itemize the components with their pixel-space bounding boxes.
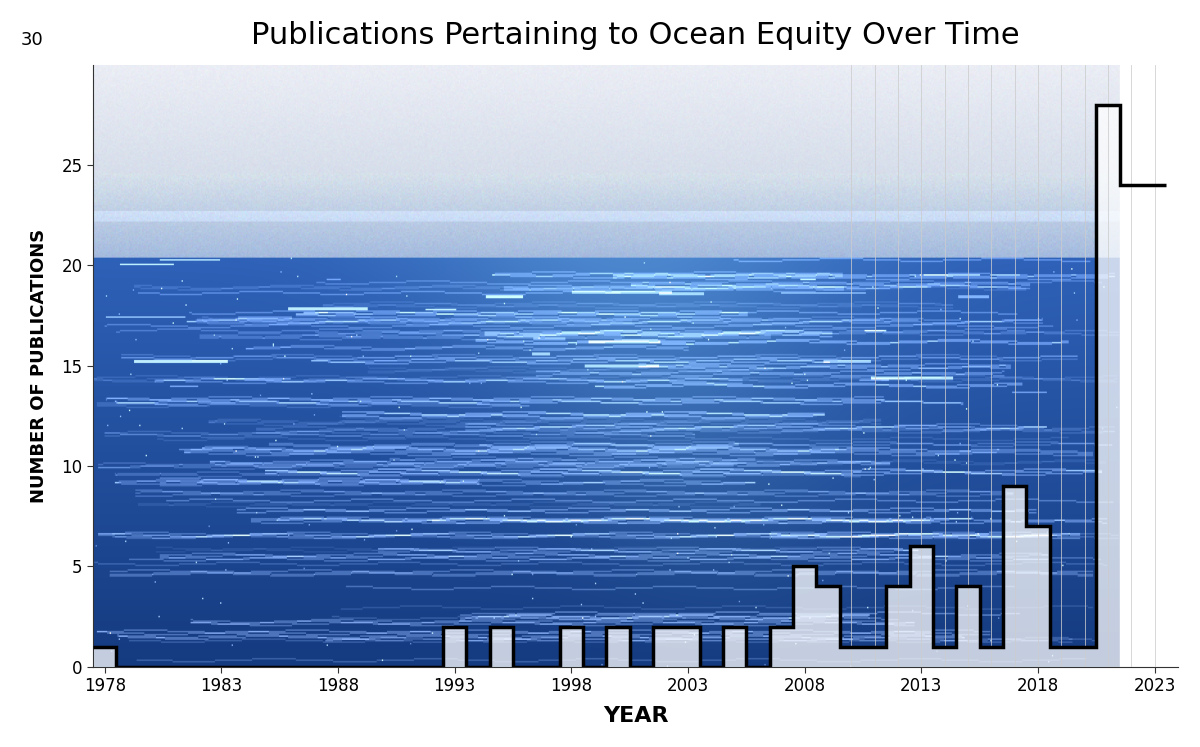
Y-axis label: NUMBER OF PUBLICATIONS: NUMBER OF PUBLICATIONS — [30, 229, 48, 503]
Title: Publications Pertaining to Ocean Equity Over Time: Publications Pertaining to Ocean Equity … — [251, 21, 1020, 50]
X-axis label: YEAR: YEAR — [602, 706, 668, 726]
Polygon shape — [94, 105, 1166, 666]
Bar — [1120, 65, 1178, 666]
Text: 30: 30 — [20, 31, 43, 49]
